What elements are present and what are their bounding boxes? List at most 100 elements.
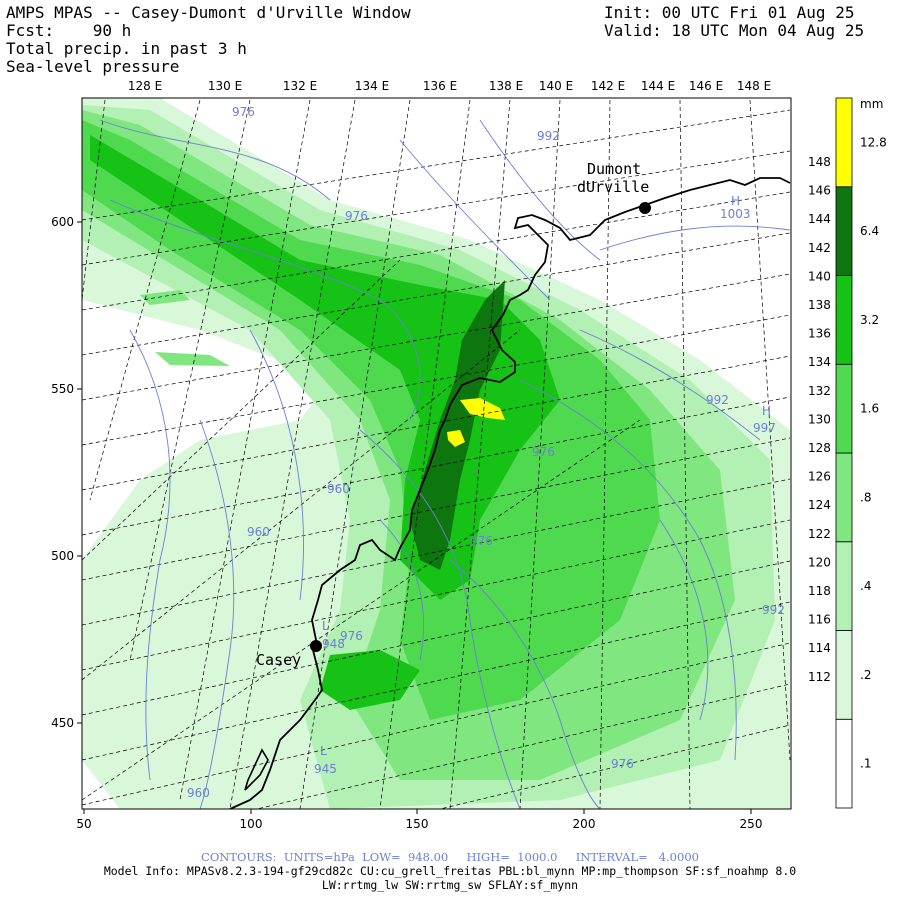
arc-1	[82, 329, 521, 681]
meridian-2	[129, 99, 251, 661]
isobar-label-19: 976	[340, 629, 363, 643]
isobar-label-1: 976	[345, 209, 368, 223]
parallel-13	[82, 642, 791, 806]
precip-band-1-6	[82, 120, 660, 720]
top-lon-label-6: 140 E	[539, 79, 573, 93]
footer-model-info: Model Info: MPASv8.2.3-194-gf29cd82c CU:…	[103, 864, 797, 878]
isobar-label-0: 976	[232, 105, 255, 119]
x-label-4: 250	[740, 817, 763, 831]
top-lon-label-8: 144 E	[641, 79, 675, 93]
y-axis-labels: 600 550 500 450	[51, 215, 74, 730]
parallel-12	[82, 601, 791, 761]
isobar-label-16: 945	[314, 762, 337, 776]
isobar-label-18: 960	[187, 786, 210, 800]
isobar-12	[659, 519, 709, 721]
colorbar-label-0: .1	[860, 757, 871, 771]
parallel-0	[82, 109, 791, 221]
right-lon-label-18: 112 E	[808, 670, 842, 684]
isobar-label-4: H	[731, 194, 740, 208]
colorbar-unit: mm	[860, 97, 883, 111]
right-lon-label-2: 144 E	[808, 212, 842, 226]
precip-band-12-8-a	[460, 398, 505, 420]
colorbar-segment-1	[835, 630, 853, 720]
isobar-9	[599, 225, 791, 251]
meridian-10	[679, 99, 691, 809]
isobar-label-8: 976	[532, 445, 555, 459]
right-lon-label-4: 140 E	[808, 269, 842, 283]
arc-2	[82, 419, 641, 801]
parallel-5	[82, 314, 791, 446]
right-lon-label-1: 146 E	[808, 184, 842, 198]
colorbar-segment-0	[835, 718, 853, 809]
parallel-3	[82, 232, 791, 356]
right-lon-label-3: 142 E	[808, 241, 842, 255]
arc-0	[82, 259, 401, 561]
header-valid-time: Valid: 18 UTC Mon 04 Aug 25	[604, 21, 865, 40]
parallel-4	[82, 273, 791, 401]
isobar-5	[359, 429, 521, 809]
colorbar-segment-7	[835, 97, 853, 188]
coastline-path	[229, 177, 791, 809]
parallel-11	[82, 560, 791, 716]
top-lon-label-0: 128 E	[128, 79, 162, 93]
isobar-13	[379, 519, 425, 661]
right-lon-label-11: 126 E	[808, 470, 842, 484]
meridian-4	[229, 99, 356, 809]
isobar-label-14: 948	[322, 637, 345, 651]
right-lon-label-0: 148 E	[808, 155, 842, 169]
isobars	[99, 119, 791, 809]
footer-radiation-info: LW:rrtmg_lw SW:rrtmg_sw SFLAY:sf_mynn	[321, 878, 579, 892]
x-label-0: 50	[76, 817, 91, 831]
right-lon-label-5: 138 E	[808, 298, 842, 312]
meridian-5	[299, 99, 411, 809]
colorbar-labels: .1 .2 .4 .8 1.6 3.2 6.4 12.8	[860, 135, 887, 770]
meridian-0	[82, 99, 106, 301]
right-lon-label-12: 124 E	[808, 498, 842, 512]
isobar-label-15: L	[320, 744, 327, 758]
colorbar-segment-2	[835, 541, 853, 631]
colorbar-label-4: 1.6	[860, 402, 879, 416]
meridian-11	[749, 99, 791, 761]
colorbar-label-5: 3.2	[860, 313, 879, 327]
isobar-label-7: 997	[753, 421, 776, 435]
isobar-label-12: 992	[762, 603, 785, 617]
colorbar-label-2: .4	[860, 579, 871, 593]
top-lon-label-3: 134 E	[355, 79, 389, 93]
right-longitude-labels: 148 E 146 E 144 E 142 E 140 E 138 E 136 E 134 E…	[808, 155, 842, 684]
station-label-casey: Casey	[256, 651, 301, 669]
isobar-label-6: H	[762, 404, 771, 418]
right-lon-label-6: 136 E	[808, 327, 842, 341]
isobar-1	[109, 199, 421, 421]
top-lon-label-4: 136 E	[423, 79, 457, 93]
isobar-label-5: 992	[706, 393, 729, 407]
right-lon-label-14: 120 E	[808, 555, 842, 569]
isobar-8	[579, 329, 761, 441]
parallel-1	[82, 150, 791, 266]
parallel-7	[82, 396, 791, 536]
isobar-labels: 9769769921003H992H997976960960976992L948…	[187, 105, 785, 800]
header-title: AMPS MPAS -- Casey-Dumont d'Urville Wind…	[6, 3, 411, 22]
top-lon-label-1: 130 E	[208, 79, 242, 93]
parallel-10	[82, 519, 791, 671]
station-label-durville: dUrville	[577, 178, 649, 196]
isobar-3	[199, 419, 235, 809]
header-forecast-hour: Fcst: 90 h	[6, 21, 132, 40]
parallel-2	[82, 191, 791, 311]
right-lon-label-7: 134 E	[808, 355, 842, 369]
station-dot-dumont	[639, 202, 651, 214]
right-lon-label-8: 132 E	[808, 384, 842, 398]
graticule	[82, 99, 791, 809]
x-label-3: 200	[573, 817, 596, 831]
right-lon-label-17: 114 E	[808, 641, 842, 655]
station-dot-casey	[310, 640, 322, 652]
right-lon-label-13: 122 E	[808, 527, 842, 541]
right-lon-label-9: 130 E	[808, 412, 842, 426]
colorbar-segment-6	[835, 186, 853, 276]
y-label-1: 550	[51, 382, 74, 396]
right-lon-label-16: 116 E	[808, 613, 842, 627]
precip-band-6-4	[410, 280, 505, 570]
parallel-8	[82, 437, 791, 581]
x-label-1: 100	[240, 817, 263, 831]
footer-contour-info: CONTOURS: UNITS=hPa LOW= 948.00 HIGH= 10…	[201, 850, 699, 864]
